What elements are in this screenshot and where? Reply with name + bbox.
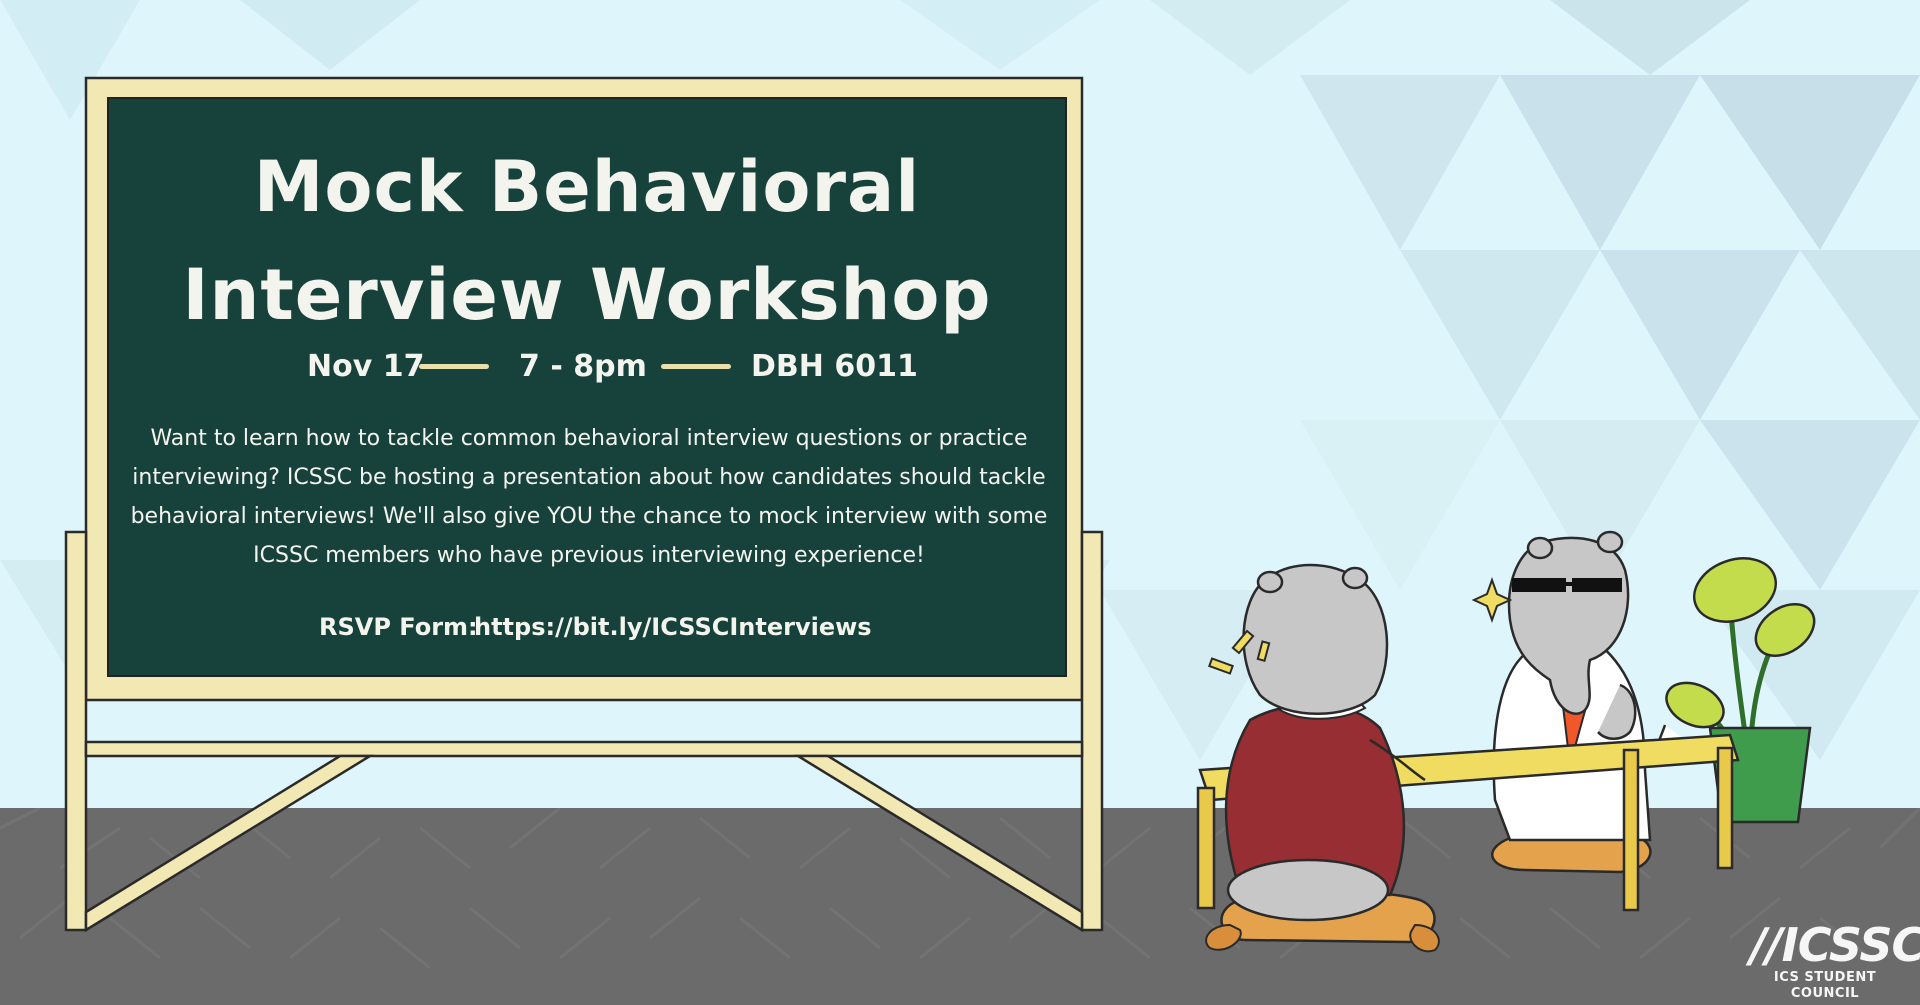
event-date: Nov 17 — [307, 349, 425, 384]
rsvp-link[interactable]: https://bit.ly/ICSSCInterviews — [474, 613, 872, 641]
title-line-2: Interview Workshop — [182, 254, 992, 336]
divider-dash — [419, 364, 489, 369]
surprise-marks-icon — [1208, 629, 1271, 675]
logo-mark: //ICSSC — [1750, 918, 1920, 972]
event-time: 7 - 8pm — [519, 349, 647, 384]
event-location: DBH 6011 — [751, 349, 918, 384]
chalkboard: Mock Behavioral Interview Workshop Nov 1… — [107, 97, 1067, 677]
tapir-candidate-icon — [1205, 563, 1440, 953]
logo-subtitle: ICS STUDENT COUNCIL — [1773, 970, 1877, 1001]
icssc-logo: //ICSSC ICS STUDENT COUNCIL — [1750, 918, 1920, 1002]
divider-dash — [661, 364, 731, 369]
event-description: Want to learn how to tackle common behav… — [130, 426, 1048, 568]
potted-plant-icon — [1665, 557, 1816, 824]
title-line-1: Mock Behavioral — [253, 146, 921, 228]
event-title: Mock Behavioral Interview Workshop — [109, 133, 1065, 349]
rsvp-label: RSVP Form: — [319, 613, 478, 641]
tapir-interviewer-icon — [1491, 530, 1687, 874]
sunglasses-icon — [1512, 578, 1622, 592]
interview-illustration — [1196, 530, 1816, 953]
sparkle-icon — [1471, 577, 1513, 623]
